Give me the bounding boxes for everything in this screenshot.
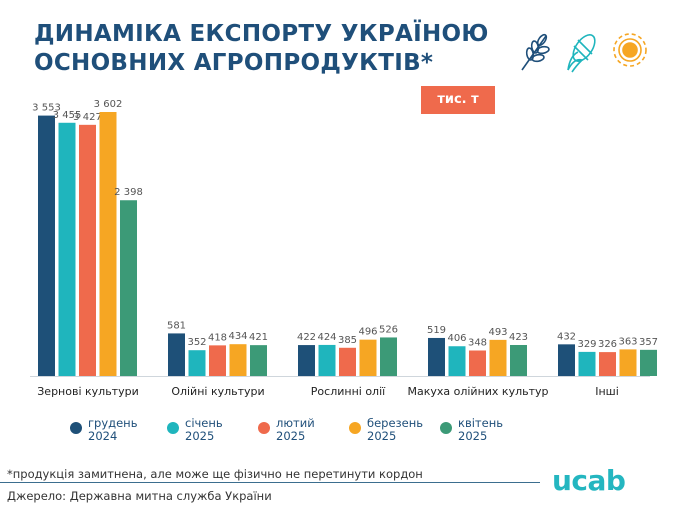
bar [209,345,226,376]
legend-swatch [70,422,82,434]
data-label: 363 [618,336,637,347]
footnote: *продукція замитнена, але може ще фізичн… [7,467,423,481]
title-line-1: ДИНАМІКА ЕКСПОРТУ УКРАЇНОЮ [34,21,489,47]
data-label: 352 [187,337,206,348]
data-label: 418 [208,332,227,343]
data-label: 3 602 [94,99,123,110]
corn-icon [567,34,596,73]
data-label: 2 398 [114,187,143,198]
bar [469,350,486,376]
legend-label: лютий 2025 [276,416,315,443]
data-label: 348 [468,337,487,348]
data-label: 3 427 [73,112,102,123]
data-label: 421 [249,332,268,343]
chart-title: ДИНАМІКА ЕКСПОРТУ УКРАЇНОЮ ОСНОВНИХ АГРО… [34,20,489,78]
bar [558,344,575,376]
data-label: 434 [228,331,247,342]
data-label: 581 [167,320,186,331]
bar [298,345,315,376]
data-label: 385 [338,335,357,346]
bar [318,344,336,376]
bar [619,349,637,376]
bar [339,347,356,376]
bar [79,124,96,377]
legend-label: березень 2025 [367,416,424,443]
data-label: 519 [427,325,446,336]
bar [250,345,267,376]
legend-swatch [440,422,452,434]
data-label: 406 [447,333,466,344]
source-note: Джерело: Державна митна служба України [7,489,272,503]
bar [599,352,616,376]
wheat-icon [521,33,550,71]
legend-swatch [349,422,361,434]
agro-icons [516,30,656,74]
legend-swatch [167,422,179,434]
bar [640,349,657,376]
footer-divider [0,482,540,483]
bar [489,339,507,376]
bar [99,112,117,376]
bar [510,344,527,376]
data-label: 432 [557,331,576,342]
sunflower-icon [613,33,647,67]
data-label: 3 455 [53,110,82,121]
category-label: Рослинні олії [311,385,386,398]
data-label: 496 [358,327,377,338]
legend-label: січень 2025 [185,416,223,443]
data-label: 423 [509,332,528,343]
bar [428,337,445,376]
legend-swatch [258,422,270,434]
category-label: Макуха олійних культур [407,385,548,398]
unit-badge: тис. т [421,86,495,114]
data-label: 526 [379,324,398,335]
data-label: 326 [598,339,617,350]
legend-label: грудень 2024 [88,416,138,443]
bar [188,350,206,376]
bar [229,344,247,376]
bar [578,351,596,376]
title-line-2: ОСНОВНИХ АГРОПРОДУКТІВ* [34,50,434,76]
category-label: Олійні культури [171,385,264,398]
category-label: Зернові культури [37,385,138,398]
data-label: 422 [297,332,316,343]
data-label: 424 [317,332,336,343]
bar [120,200,137,376]
bar [448,346,466,376]
ucab-logo: ucab [552,464,626,497]
data-label: 493 [488,327,507,338]
category-label: Інші [595,385,619,398]
data-label: 357 [639,337,658,348]
legend: грудень 2024 січень 2025 лютий 2025 березен… [70,417,590,453]
bar [58,122,76,376]
bar [168,333,185,376]
bar [380,337,397,376]
bar [38,115,55,376]
data-label: 3 553 [32,103,61,114]
bar [359,339,377,376]
legend-label: квітень 2025 [458,416,503,443]
data-label: 329 [577,339,596,350]
